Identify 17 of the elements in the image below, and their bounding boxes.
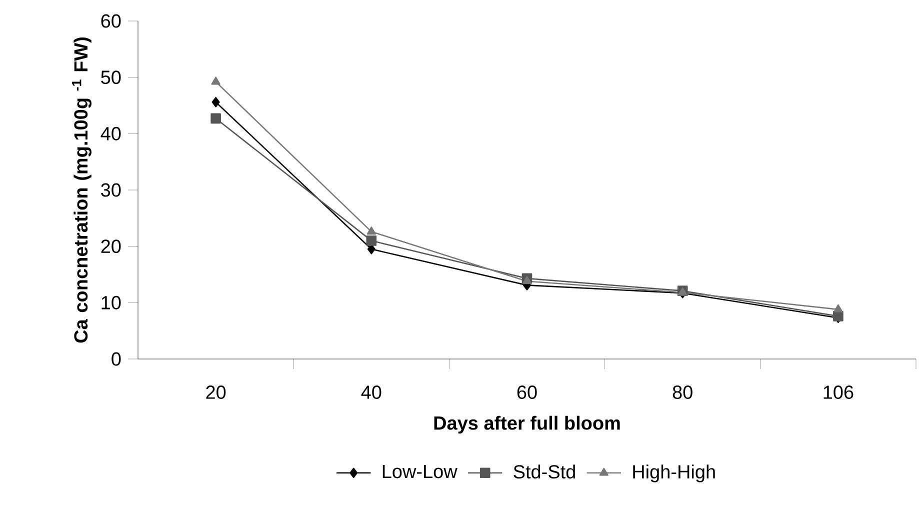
y-axis-title: Ca concnetration (mg.100g $^{-1}$ FW) — [72, 38, 92, 343]
x-tick-label: 40 — [361, 386, 382, 399]
y-tick-label: 60 — [101, 14, 121, 28]
y-tick-label: 50 — [101, 70, 121, 84]
legend-label: Std-Std — [514, 464, 575, 479]
x-tick-label: 80 — [672, 386, 692, 399]
x-tick-label: 106 — [824, 386, 854, 399]
y-tick-label: 0 — [112, 352, 121, 366]
y-tick-label: 20 — [101, 240, 121, 254]
legend-label: High-High — [633, 464, 715, 482]
x-axis-title: Days after full bloom — [434, 416, 620, 434]
x-tick-label: 20 — [206, 386, 226, 399]
y-tick-label: 30 — [101, 183, 121, 197]
legend-label: Low-Low — [382, 464, 458, 478]
y-tick-label: 40 — [100, 126, 121, 140]
y-tick-label: 10 — [102, 296, 121, 310]
x-tick-label: 60 — [517, 386, 537, 399]
